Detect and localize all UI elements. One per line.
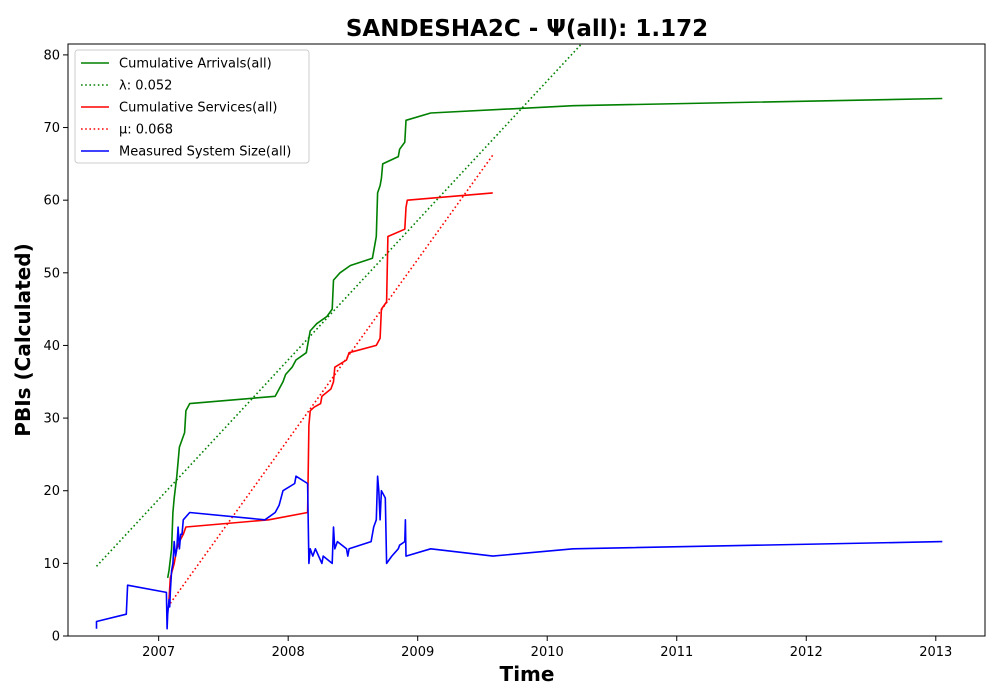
plot-frame <box>67 43 986 637</box>
y-tick-label: 50 <box>43 266 60 281</box>
legend-label: λ: 0.052 <box>119 79 172 94</box>
x-tick-label: 2009 <box>401 645 434 660</box>
series-line-2 <box>168 192 493 600</box>
y-axis-label: PBIs (Calculated) <box>11 243 35 436</box>
y-tick-label: 80 <box>43 48 60 63</box>
y-tick-label: 70 <box>43 121 60 136</box>
y-tick-label: 30 <box>43 412 60 427</box>
chart-title: SANDESHA2C - Ψ(all): 1.172 <box>346 16 708 42</box>
series-line-3 <box>169 154 494 604</box>
x-tick-label: 2010 <box>531 645 564 660</box>
y-tick-label: 20 <box>43 484 60 499</box>
y-tick-label: 10 <box>43 557 60 572</box>
legend-box <box>74 49 310 164</box>
legend-label: Cumulative Services(all) <box>119 101 277 116</box>
y-tick-label: 0 <box>52 630 60 645</box>
x-axis-label: Time <box>500 662 555 686</box>
legend-label: μ: 0.068 <box>119 123 173 138</box>
x-axis: 2007 2008 2009 2010 2011 2012 2013 <box>142 636 952 660</box>
legend-label: Cumulative Arrivals(all) <box>119 57 272 72</box>
legend: Cumulative Arrivals(all) λ: 0.052 Cumulati… <box>74 49 310 164</box>
legend-label: Measured System Size(all) <box>119 145 291 160</box>
series-line-0 <box>166 97 943 579</box>
series-line-4 <box>95 475 943 630</box>
y-tick-label: 40 <box>43 339 60 354</box>
x-tick-label: 2011 <box>660 645 693 660</box>
y-axis: 0 10 20 30 40 50 60 70 80 <box>43 48 68 645</box>
plot-area <box>95 44 943 630</box>
y-tick-label: 60 <box>43 194 60 209</box>
x-tick-label: 2013 <box>919 645 952 660</box>
x-tick-label: 2008 <box>272 645 305 660</box>
x-tick-label: 2012 <box>790 645 823 660</box>
x-tick-label: 2007 <box>142 645 175 660</box>
